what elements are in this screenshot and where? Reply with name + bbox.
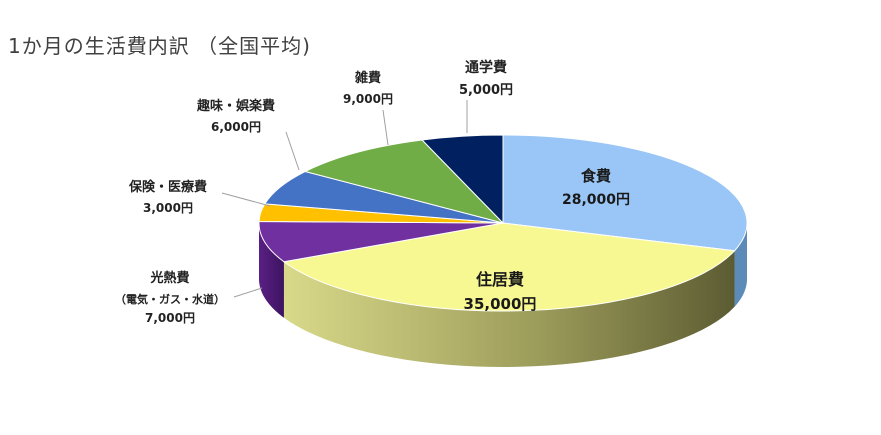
pie-slice-1 [282, 222, 736, 312]
chart-title: 1か月の生活費内訳 （全国平均) [8, 34, 311, 58]
slice-label: 光熱費 [149, 270, 189, 286]
slice-value-label: 3,000円 [143, 201, 193, 215]
pie-slice-5 [303, 139, 505, 224]
slice-label: 通学費 [465, 59, 507, 76]
slice-value-label: 9,000円 [343, 92, 393, 106]
slice-label: 趣味・娯楽費 [196, 98, 275, 114]
slice-value-label: 6,000円 [211, 120, 261, 134]
leader-line-3 [221, 192, 271, 207]
pie-side-1 [283, 250, 735, 367]
slice-label: 保険・医療費 [128, 179, 207, 195]
leader-line-2 [233, 287, 263, 298]
slice-value-label: 7,000円 [145, 311, 195, 325]
slice-value-label: 5,000円 [459, 83, 513, 98]
slice-label: 食費 [581, 167, 611, 185]
pie-slice-2 [258, 221, 504, 263]
pie-side-0 [734, 223, 747, 307]
pie-slice-6 [421, 134, 504, 225]
pie-slice-0 [502, 134, 748, 252]
slice-value-label: 28,000円 [562, 192, 630, 208]
slice-value-label: 35,000円 [464, 295, 537, 313]
slice-label: 住居費 [476, 270, 524, 289]
pie-side-2 [259, 223, 284, 318]
leader-line-4 [285, 131, 300, 171]
slice-label: 雑費 [354, 70, 381, 86]
leader-line-5 [382, 109, 389, 146]
slice-sublabel: （電気・ガス・水道） [115, 292, 225, 306]
